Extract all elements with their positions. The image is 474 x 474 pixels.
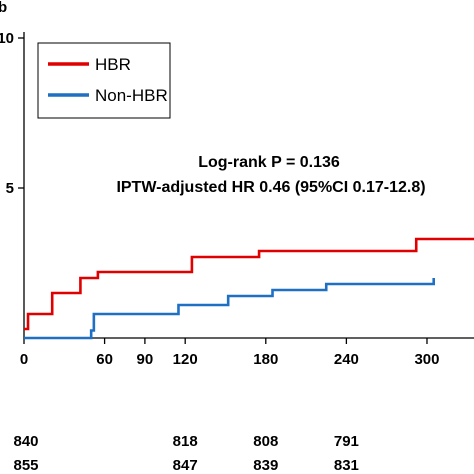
axes: 0 60 90 120 180 240 300 5 10 xyxy=(0,30,474,368)
hr-text: IPTW-adjusted HR 0.46 (95%CI 0.17-12.8) xyxy=(116,179,425,196)
x-tick-label: 240 xyxy=(334,351,359,368)
risk-table-cell: 791 xyxy=(334,433,359,450)
legend-label-non-hbr: Non-HBR xyxy=(95,86,168,105)
risk-table-cell: 808 xyxy=(253,433,278,450)
risk-table-cell: 847 xyxy=(173,457,198,474)
panel-letter: b xyxy=(0,0,7,16)
logrank-text: Log-rank P = 0.136 xyxy=(198,154,340,171)
x-tick-label: 300 xyxy=(414,351,439,368)
risk-table-cell: 840 xyxy=(13,433,38,450)
risk-table-cell: 818 xyxy=(173,433,198,450)
series-line-non-hbr xyxy=(24,278,436,340)
y-tick-label: 10 xyxy=(0,30,14,47)
risk-table-cell: 855 xyxy=(13,457,38,474)
x-tick-label: 180 xyxy=(253,351,278,368)
risk-table: 840 818 808 791 855 847 839 831 xyxy=(13,433,358,474)
annotation: Log-rank P = 0.136 IPTW-adjusted HR 0.46… xyxy=(116,154,425,196)
x-tick-label: 120 xyxy=(173,351,198,368)
series-group xyxy=(24,237,474,340)
x-tick-label: 90 xyxy=(137,351,154,368)
x-tick-label: 60 xyxy=(96,351,113,368)
legend-label-hbr: HBR xyxy=(95,55,131,74)
risk-table-cell: 831 xyxy=(334,457,359,474)
x-tick-label: 0 xyxy=(20,351,28,368)
risk-table-cell: 839 xyxy=(253,457,278,474)
series-line-hbr xyxy=(24,237,474,331)
legend-box xyxy=(37,42,171,119)
y-tick-label: 5 xyxy=(6,180,14,197)
legend: HBR Non-HBR xyxy=(37,42,171,119)
